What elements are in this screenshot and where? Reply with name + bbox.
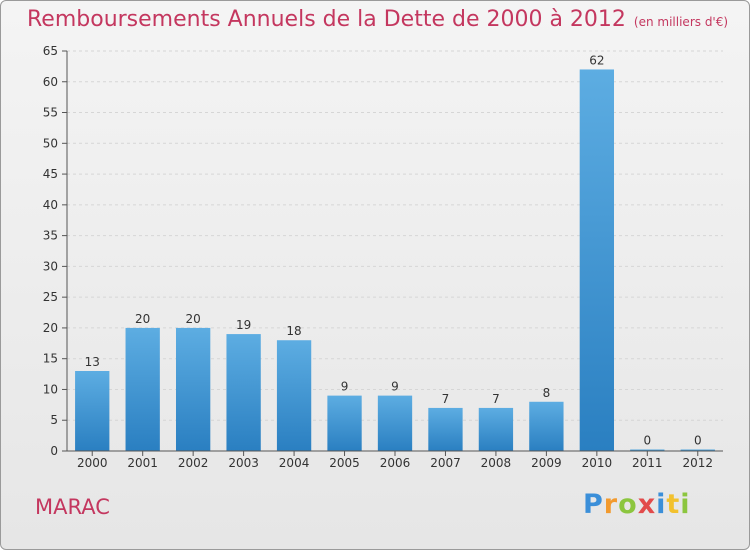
- value-label-2000: 13: [85, 355, 100, 369]
- logo-letter: i: [680, 489, 691, 520]
- value-label-2003: 19: [236, 318, 251, 332]
- value-label-2002: 20: [186, 312, 201, 326]
- value-label-2005: 9: [341, 380, 349, 394]
- bar-2002: [175, 327, 211, 451]
- logo-letter: t: [666, 489, 681, 520]
- bar-2001: [125, 327, 160, 451]
- x-tick-label-2011: 2011: [632, 456, 663, 470]
- commune-name: MARAC: [35, 495, 110, 519]
- x-tick-label-2012: 2012: [682, 456, 713, 470]
- x-tick-label-2002: 2002: [178, 456, 209, 470]
- logo-letter: i: [656, 489, 667, 520]
- logo-letter: P: [583, 489, 604, 520]
- bar-2010: [579, 69, 615, 451]
- y-tick-label: 20: [43, 321, 58, 335]
- x-tick-label-2004: 2004: [279, 456, 310, 470]
- value-label-2001: 20: [135, 312, 150, 326]
- logo-letter: x: [637, 489, 657, 520]
- chart-title-text: Remboursements Annuels de la Dette de 20…: [27, 7, 626, 32]
- x-tick-label-2001: 2001: [127, 456, 158, 470]
- y-tick-label: 15: [43, 352, 58, 366]
- logo-letter: o: [618, 489, 638, 520]
- x-tick-label-2005: 2005: [329, 456, 360, 470]
- y-tick-label: 50: [43, 136, 58, 150]
- y-tick-label: 5: [50, 413, 58, 427]
- y-tick-label: 65: [43, 44, 58, 58]
- value-label-2004: 18: [286, 324, 301, 338]
- bar-2000: [75, 371, 110, 451]
- labels: 0510152025303540455055606513200020200120…: [43, 44, 713, 470]
- bar-2009: [529, 401, 564, 451]
- logo-letter: r: [603, 489, 619, 520]
- chart-title: Remboursements Annuels de la Dette de 20…: [27, 7, 728, 32]
- x-tick-label-2009: 2009: [531, 456, 562, 470]
- bar-2006: [377, 395, 413, 451]
- bar-2012: [680, 449, 715, 451]
- x-tick-label-2000: 2000: [77, 456, 108, 470]
- value-label-2011: 0: [643, 434, 651, 448]
- value-label-2007: 7: [442, 392, 450, 406]
- x-tick-label-2003: 2003: [228, 456, 259, 470]
- bar-2007: [428, 407, 463, 451]
- y-tick-label: 60: [43, 75, 58, 89]
- bar-2008: [478, 407, 514, 451]
- y-tick-label: 35: [43, 229, 58, 243]
- x-tick-label-2008: 2008: [481, 456, 512, 470]
- y-tick-label: 25: [43, 290, 58, 304]
- bar-2003: [226, 334, 261, 451]
- x-tick-label-2006: 2006: [380, 456, 411, 470]
- axes: [62, 50, 723, 456]
- value-label-2006: 9: [391, 380, 399, 394]
- value-label-2008: 7: [492, 392, 500, 406]
- y-tick-label: 10: [43, 382, 58, 396]
- bar-2005: [327, 395, 362, 451]
- chart-unit: (en milliers d'€): [633, 15, 729, 29]
- value-label-2012: 0: [694, 434, 702, 448]
- x-tick-label-2010: 2010: [582, 456, 613, 470]
- y-tick-label: 30: [43, 259, 58, 273]
- y-tick-label: 0: [50, 444, 58, 458]
- bars: [75, 69, 715, 451]
- bar-2011: [630, 449, 665, 451]
- value-label-2010: 62: [589, 53, 604, 67]
- bar-2004: [276, 340, 312, 451]
- value-label-2009: 8: [543, 386, 551, 400]
- y-tick-label: 45: [43, 167, 58, 181]
- x-tick-label-2007: 2007: [430, 456, 461, 470]
- proxiti-logo: Proxiti: [583, 489, 691, 520]
- y-tick-label: 40: [43, 198, 58, 212]
- y-tick-label: 55: [43, 106, 58, 120]
